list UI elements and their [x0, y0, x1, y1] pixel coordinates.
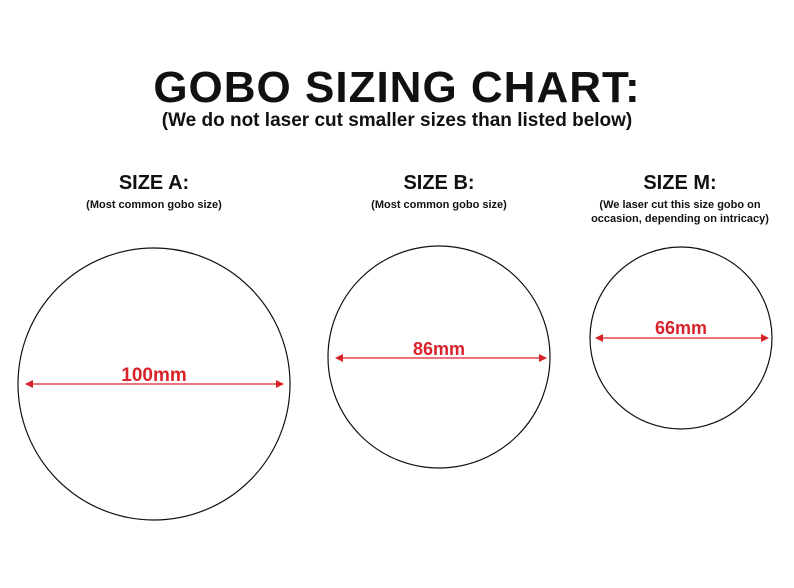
size-a-note: (Most common gobo size)	[86, 199, 222, 211]
size-b-note: (Most common gobo size)	[371, 199, 507, 211]
chart-title: GOBO SIZING CHART:	[153, 63, 641, 112]
size-b-circle	[327, 245, 551, 469]
size-a-circle	[17, 247, 291, 521]
chart-subtitle: (We do not laser cut smaller sizes than …	[161, 110, 633, 131]
size-b-label: SIZE B:	[403, 172, 475, 194]
size-m-label: SIZE M:	[643, 172, 717, 194]
size-a-dimension-label: 100mm	[121, 365, 187, 386]
size-m-dimension-label: 66mm	[655, 318, 707, 338]
size-m-circle	[589, 246, 773, 430]
size-b-dimension-label: 86mm	[413, 339, 465, 359]
size-m-note: (We laser cut this size gobo on occasion…	[591, 199, 769, 225]
size-a-label: SIZE A:	[118, 172, 190, 194]
